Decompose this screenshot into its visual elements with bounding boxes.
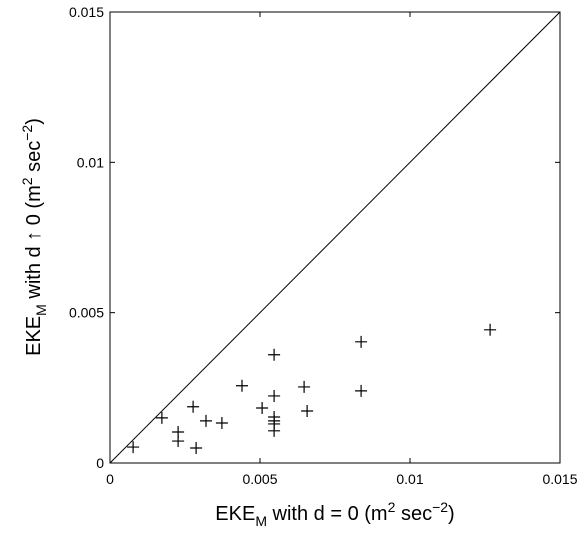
point [484,323,497,336]
label-part: sec [395,503,432,525]
point [298,380,311,393]
y-axis-label: EKEM with d ↑ 0 (m2 sec−2) [19,118,49,356]
point [268,424,281,437]
label-part: with d = 0 (m [267,503,388,525]
point [200,414,212,427]
x-tick-label: 0.015 [542,471,577,487]
plot-frame [109,11,561,464]
point [236,379,248,392]
label-part: M [33,304,49,316]
y-tick-label: 0.015 [69,4,104,20]
label-part: −2 [19,125,35,141]
point [127,441,140,454]
x-tick-label: 0.01 [396,471,423,487]
x-tick-label: 0 [106,471,114,487]
point [301,404,314,417]
point [355,384,368,397]
label-part: 2 [388,499,396,515]
label-part: EKE [215,503,255,525]
point [355,335,368,348]
x-tick-label: 0.005 [242,471,277,487]
point [187,400,200,413]
point [190,441,203,454]
identity-line [109,11,561,464]
label-part: 2 [19,177,35,185]
label-part: M [255,513,267,529]
y-tick-label: 0 [96,455,104,471]
point [155,411,168,424]
x-axis-label: EKEM with d = 0 (m2 sec−2) [215,499,454,529]
point [268,389,281,402]
point [215,417,228,430]
label-part: −2 [432,499,448,515]
y-tick-label: 0.01 [77,154,104,170]
label-part: with d ↑ 0 (m [23,185,45,304]
point [256,401,269,414]
label-part: sec [23,141,45,178]
point [268,348,281,361]
label-part: EKE [23,316,45,356]
label-part: ) [23,118,45,125]
label-part: ) [448,503,455,525]
y-tick-label: 0.005 [69,305,104,321]
point [172,435,185,448]
